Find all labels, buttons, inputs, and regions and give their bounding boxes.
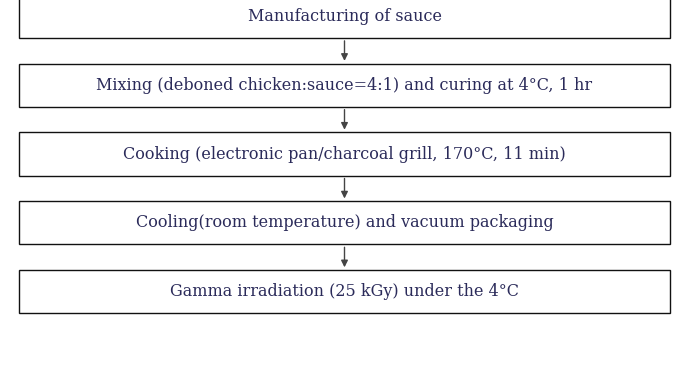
FancyBboxPatch shape xyxy=(19,201,670,244)
FancyBboxPatch shape xyxy=(19,0,670,38)
Text: Mixing (deboned chicken:sauce=4:1) and curing at 4°C, 1 hr: Mixing (deboned chicken:sauce=4:1) and c… xyxy=(96,77,593,94)
FancyBboxPatch shape xyxy=(19,64,670,107)
FancyBboxPatch shape xyxy=(19,270,670,313)
Text: Cooking (electronic pan/charcoal grill, 170°C, 11 min): Cooking (electronic pan/charcoal grill, … xyxy=(123,146,566,163)
Text: Manufacturing of sauce: Manufacturing of sauce xyxy=(247,8,442,25)
FancyBboxPatch shape xyxy=(19,132,670,176)
Text: Gamma irradiation (25 kGy) under the 4°C: Gamma irradiation (25 kGy) under the 4°C xyxy=(170,283,519,300)
Text: Cooling(room temperature) and vacuum packaging: Cooling(room temperature) and vacuum pac… xyxy=(136,214,553,231)
